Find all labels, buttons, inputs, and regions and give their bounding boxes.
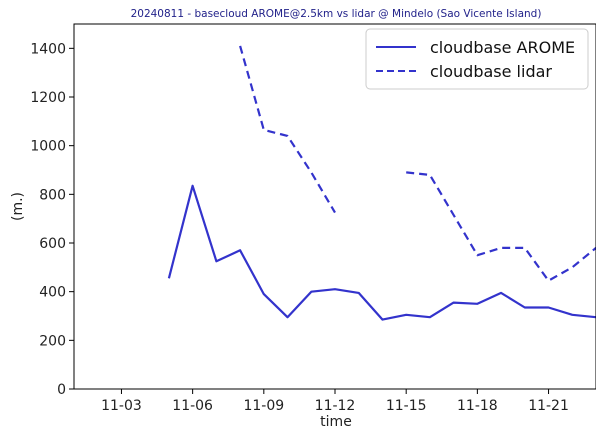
chart-title: 20240811 - basecloud AROME@2.5km vs lida… (131, 8, 542, 20)
series-layer (167, 45, 596, 321)
y-tick-label: 1200 (30, 90, 66, 106)
series-arome-line (167, 184, 596, 321)
legend-box (365, 28, 589, 90)
legend-label-arome: cloudbase AROME (430, 38, 575, 57)
x-tick-label: 11-09 (243, 398, 284, 414)
y-tick-label: 400 (39, 285, 66, 301)
y-tick-label: 200 (39, 333, 66, 349)
series-lidar-line (406, 171, 596, 282)
x-tick-label: 11-12 (315, 398, 356, 414)
y-tick-label: 0 (57, 382, 66, 398)
y-tick-label: 800 (39, 187, 66, 203)
legend-label-lidar: cloudbase lidar (430, 62, 552, 81)
x-tick-label: 11-15 (386, 398, 427, 414)
y-tick-label: 1400 (30, 41, 66, 57)
y-axis: 0 200 400 600 800 1000 1200 1400 (30, 41, 74, 398)
x-axis: 11-03 11-06 11-09 11-12 11-15 11-18 11-21 (101, 389, 569, 414)
y-tick-label: 600 (39, 236, 66, 252)
legend: cloudbase AROME cloudbase lidar (365, 28, 589, 90)
x-tick-label: 11-03 (101, 398, 142, 414)
x-tick-label: 11-06 (172, 398, 213, 414)
x-axis-title: time (320, 414, 352, 430)
y-tick-label: 1000 (30, 139, 66, 155)
x-tick-label: 11-21 (528, 398, 569, 414)
x-tick-label: 11-18 (457, 398, 498, 414)
series-lidar-line (239, 45, 336, 214)
y-axis-title: (m.) (10, 192, 26, 221)
